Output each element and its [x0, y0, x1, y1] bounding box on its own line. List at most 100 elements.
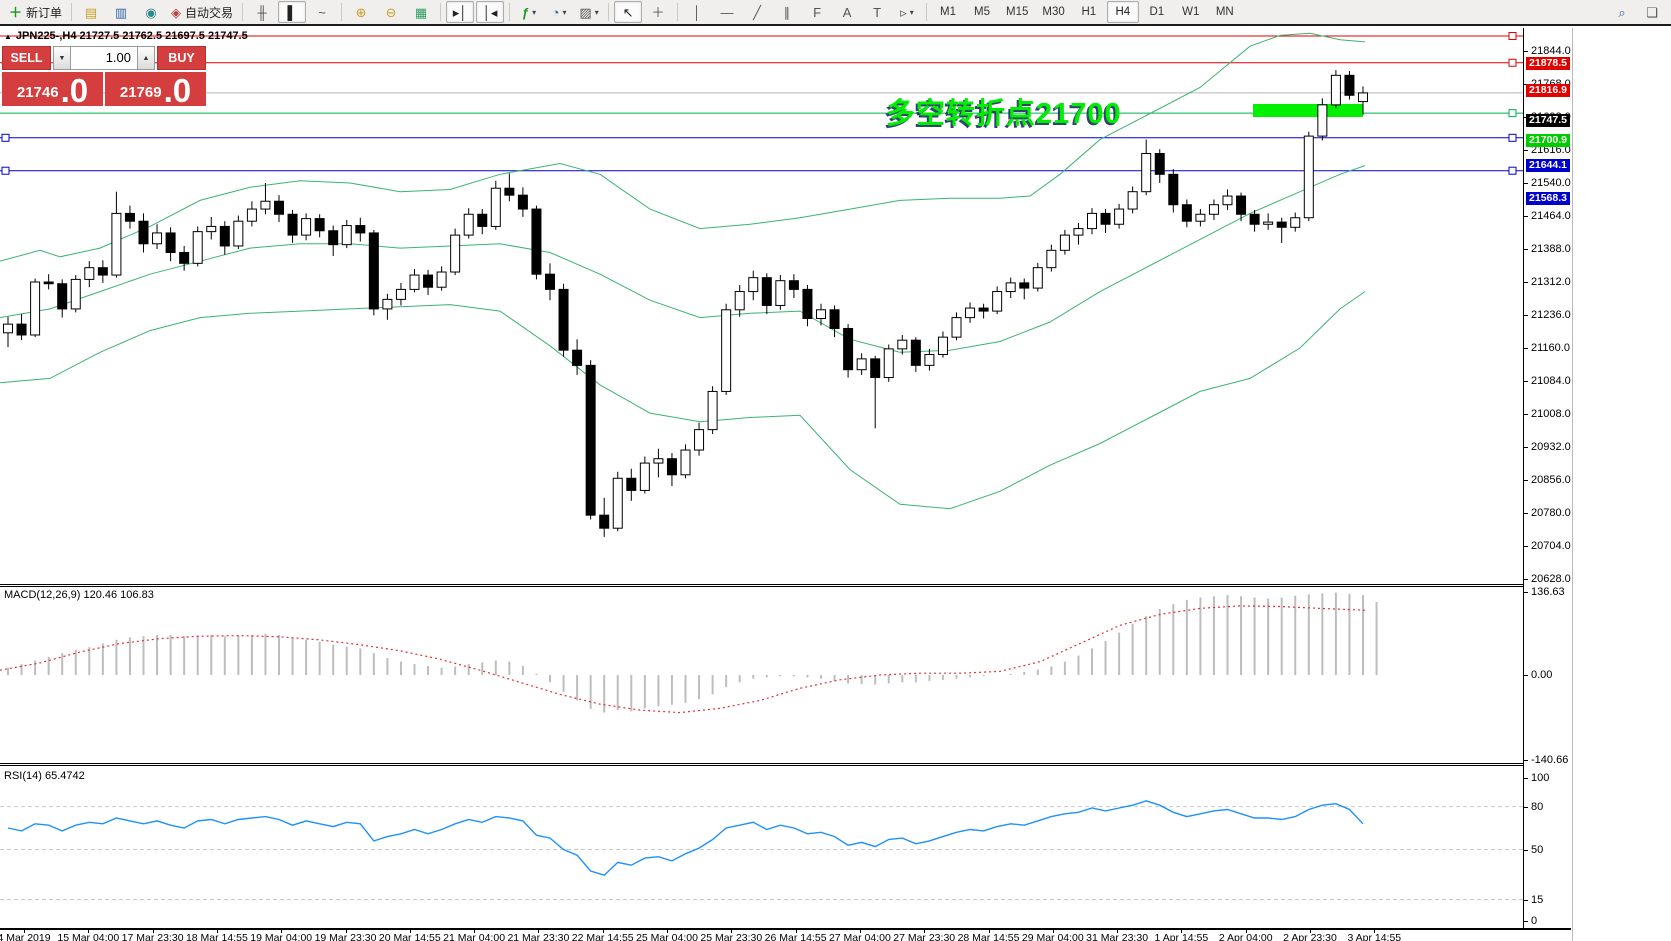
bollinger-upper-band	[0, 32, 1366, 262]
macd-pane[interactable]	[0, 587, 1523, 763]
chart-info-icon: ▲	[4, 32, 12, 41]
volume-decrease-button[interactable]: ▼	[53, 46, 71, 70]
candle-body	[1168, 173, 1179, 206]
line-anchor[interactable]	[1508, 32, 1517, 41]
timeframe-w1[interactable]: W1	[1182, 6, 1200, 18]
line-anchor[interactable]	[1, 166, 10, 175]
price-tick-label: 20856.0	[1531, 474, 1571, 486]
data-window-button[interactable]: ▥	[107, 1, 135, 23]
volume-input[interactable]: 1.00	[71, 46, 137, 70]
text-button[interactable]: A	[833, 1, 861, 23]
buy-button[interactable]: BUY	[157, 46, 206, 70]
line-anchor[interactable]	[1508, 109, 1517, 118]
time-tick	[1374, 930, 1376, 933]
templates-button[interactable]: ▨ ▾	[575, 1, 603, 23]
candle-body	[558, 288, 569, 351]
trendline-button[interactable]: ╱	[743, 1, 771, 23]
time-label: 29 Mar 04:00	[1021, 932, 1084, 941]
fibonacci-icon: F	[813, 4, 822, 20]
vertical-line-icon: │	[692, 4, 702, 20]
auto-scroll-button[interactable]: ▸│	[446, 1, 475, 23]
candle-body	[490, 187, 501, 227]
auto-scroll-icon: ▸│	[452, 4, 468, 20]
line-anchor[interactable]	[1508, 58, 1517, 67]
buy-price[interactable]: 21769 .0	[105, 72, 206, 107]
market-watch-button[interactable]: ▤	[77, 1, 105, 23]
fibonacci-button[interactable]: F	[803, 1, 831, 23]
price-tick-label: 21464.0	[1531, 210, 1571, 222]
price-tick-label: 21312.0	[1531, 276, 1571, 288]
arrows-button[interactable]: ▹ ▾	[893, 1, 921, 23]
price-axis[interactable]: 21844.021768.021692.021616.021540.021464…	[1523, 28, 1571, 941]
text-label-button[interactable]: T	[863, 1, 891, 23]
axis-tick	[1524, 282, 1528, 283]
horizontal-line-icon: —	[720, 4, 734, 20]
candle-body	[409, 274, 420, 290]
axis-tick	[1524, 381, 1528, 382]
sell-price-int: 21746	[16, 84, 59, 101]
toolbar-separator	[677, 3, 679, 21]
candlestick-chart-button[interactable]: ▌	[278, 1, 307, 23]
vertical-line-button[interactable]: │	[683, 1, 711, 23]
time-label: 27 Mar 23:30	[893, 932, 956, 941]
chart-shift-button[interactable]: │◂	[476, 1, 505, 23]
candle-body	[1263, 221, 1274, 225]
line-anchor[interactable]	[1, 133, 10, 142]
timeframe-m5[interactable]: M5	[974, 6, 991, 18]
search-button[interactable]: ⌕	[1608, 1, 1636, 23]
pane-separator[interactable]	[0, 763, 1523, 764]
rsi-pane[interactable]	[0, 766, 1523, 928]
time-label: 17 Mar 23:30	[121, 932, 184, 941]
candle-body	[829, 309, 840, 329]
autotrading-button[interactable]: ◈ 自动交易	[167, 1, 237, 23]
tile-windows-button[interactable]: ▦	[407, 1, 435, 23]
time-tick	[859, 930, 861, 933]
zoom-in-button[interactable]: ⊕	[347, 1, 375, 23]
axis-tick	[1524, 51, 1528, 52]
pane-separator[interactable]	[0, 584, 1523, 585]
indicators-button[interactable]: ƒ ▾	[515, 1, 543, 23]
timeframe-m1[interactable]: M1	[940, 6, 957, 18]
chat-button[interactable]: ❏	[1638, 1, 1666, 23]
zoom-out-button[interactable]: ⊖	[377, 1, 405, 23]
line-chart-button[interactable]: ~	[308, 1, 336, 23]
timeframe-h4[interactable]: H4	[1106, 1, 1139, 23]
new-order-button[interactable]: ＋新订单	[5, 1, 66, 23]
pane-separator[interactable]	[0, 586, 1523, 587]
data-window-icon: ▥	[114, 4, 128, 20]
chat-icon: ❏	[1646, 4, 1658, 20]
candle-body	[585, 364, 596, 516]
axis-tick	[1524, 760, 1528, 762]
candle-body	[328, 230, 339, 246]
toolbar-separator	[341, 3, 343, 21]
sell-price[interactable]: 21746 .0	[2, 72, 103, 107]
crosshair-button[interactable]: ＋	[644, 1, 672, 23]
time-tick	[1181, 930, 1183, 933]
support-zone-rectangle[interactable]	[1253, 103, 1363, 118]
timeframe-d1[interactable]: D1	[1149, 6, 1165, 18]
chevron-down-icon: ▾	[909, 7, 914, 17]
timeframe-h1[interactable]: H1	[1081, 6, 1097, 18]
bar-chart-button[interactable]: ╫	[248, 1, 276, 23]
navigator-button[interactable]: ◉	[137, 1, 165, 23]
periods-button[interactable]: ◔ ▾	[545, 1, 573, 23]
candle-body	[788, 280, 799, 290]
line-anchor[interactable]	[1508, 133, 1517, 142]
cursor-button[interactable]: ↖	[614, 1, 643, 23]
horizontal-line-button[interactable]: —	[713, 1, 741, 23]
equidistant-channel-button[interactable]: ∥	[773, 1, 801, 23]
timeframe-m15[interactable]: M15	[1006, 6, 1029, 18]
volume-increase-button[interactable]: ▲	[137, 46, 155, 70]
annotation-text[interactable]: 多空转折点21700	[886, 98, 1122, 130]
line-anchor[interactable]	[1508, 166, 1517, 175]
sell-button[interactable]: SELL	[2, 46, 51, 70]
rsi-tick-label: 15	[1531, 893, 1544, 906]
pane-separator[interactable]	[0, 765, 1523, 766]
timeframe-m30[interactable]: M30	[1042, 6, 1065, 18]
main-chart-pane[interactable]	[0, 28, 1523, 585]
candle-body	[57, 283, 68, 310]
time-axis[interactable]: 4 Mar 2019 15 Mar 04:00 17 Mar 23:30 18 Mar…	[0, 928, 1571, 941]
price-tick-label: 20704.0	[1531, 540, 1571, 552]
candle-body	[477, 213, 488, 227]
timeframe-mn[interactable]: MN	[1215, 6, 1234, 18]
